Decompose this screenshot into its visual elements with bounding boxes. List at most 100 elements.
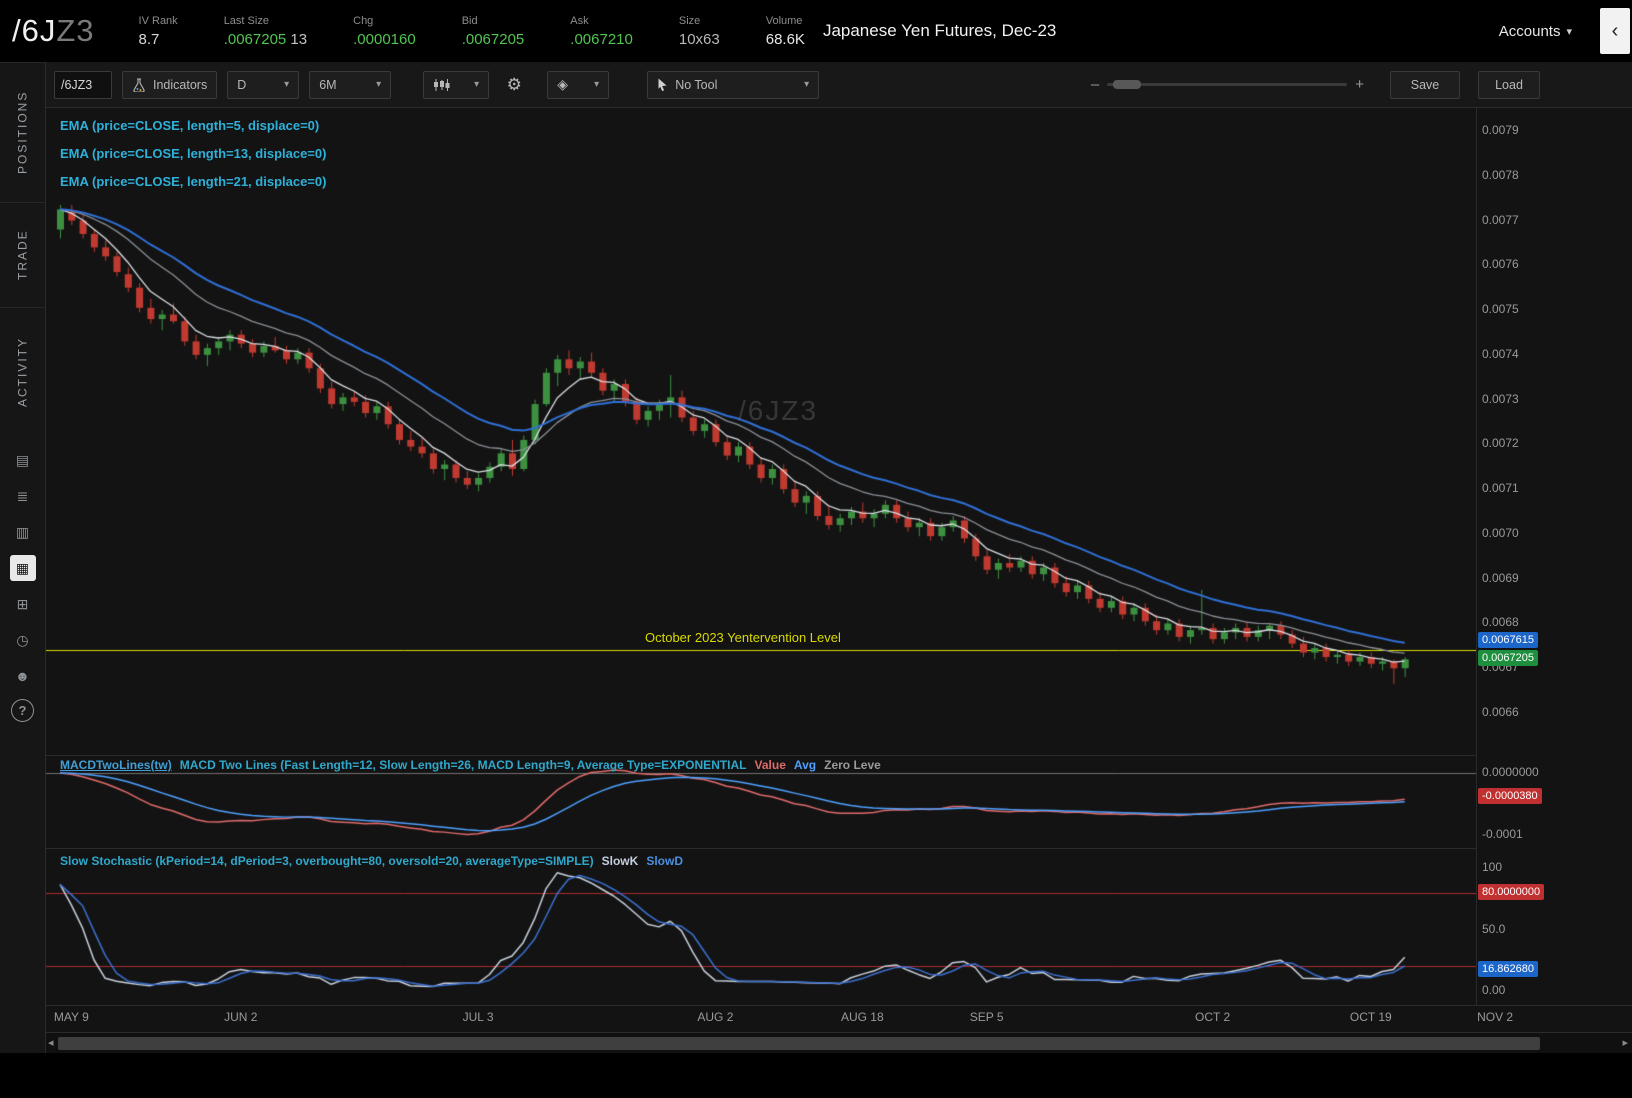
history-icon[interactable]: ◷: [16, 632, 29, 648]
stochastic-axis-label: 50.0: [1482, 921, 1506, 936]
symbol-title: /6JZ3: [12, 13, 95, 49]
time-axis-label: JUL 3: [462, 1010, 494, 1024]
level-line-label: October 2023 Yentervention Level: [645, 630, 841, 645]
axis-separator: [1476, 108, 1477, 1032]
order-entry-icon[interactable]: ▥: [15, 524, 30, 540]
activity-list-icon[interactable]: ≣: [16, 488, 29, 504]
zoom-out-button[interactable]: –: [1090, 76, 1100, 93]
price-axis-label: 0.0076: [1482, 257, 1519, 272]
price-axis-label: 0.0071: [1482, 481, 1519, 496]
stochastic-study-label: Slow Stochastic (kPeriod=14, dPeriod=3, …: [60, 854, 683, 868]
footer-spacer: [0, 1053, 1632, 1098]
macd-title: MACDTwoLines(tw): [60, 758, 172, 772]
ema-study-labels: EMA (price=CLOSE, length=5, displace=0) E…: [60, 112, 326, 196]
chevron-down-icon: ▾: [376, 79, 382, 90]
instrument-title: Japanese Yen Futures, Dec-23: [822, 21, 1057, 40]
time-axis: [46, 1005, 1632, 1032]
symbol-root: /6J: [12, 13, 57, 48]
time-axis-label: AUG 18: [840, 1010, 884, 1024]
chart-type-dropdown[interactable]: ▾: [423, 70, 490, 99]
load-button[interactable]: Load: [1478, 70, 1540, 99]
price-axis-label: 0.0078: [1482, 167, 1519, 182]
price-axis-column: [1477, 108, 1632, 1032]
header-stat-iv-rank: IV Rank 8.7: [138, 14, 178, 48]
compare-dropdown[interactable]: ◈ ▾: [547, 70, 610, 99]
sidebar-icon-rail: ▤ ≣ ▥ ▦ ⊞ ◷ ☻?: [0, 435, 45, 722]
stochastic-title: Slow Stochastic (kPeriod=14, dPeriod=3, …: [60, 854, 594, 868]
chevron-down-icon: ▾: [594, 79, 600, 90]
dashboard-icon[interactable]: ⊞: [16, 596, 29, 612]
help-icon[interactable]: ?: [11, 699, 34, 722]
chart-scrollbar[interactable]: ◂ ▸: [46, 1032, 1632, 1053]
chevron-down-icon: ▾: [804, 79, 810, 90]
people-icon[interactable]: ☻: [15, 668, 30, 684]
zoom-control: – +: [1091, 76, 1364, 93]
header-stat-volume: Volume 68.6K: [765, 14, 805, 48]
ema-label[interactable]: EMA (price=CLOSE, length=13, displace=0): [60, 146, 327, 161]
drawing-tool-dropdown[interactable]: No Tool ▾: [647, 70, 820, 99]
scroll-left-icon[interactable]: ◂: [48, 1037, 54, 1049]
scroll-right-icon[interactable]: ▸: [1622, 1037, 1628, 1049]
time-axis-label: MAY 9: [53, 1010, 89, 1024]
stochastic-axis-label: 100: [1482, 860, 1503, 874]
indicators-label: Indicators: [153, 77, 208, 92]
gear-icon: ⚙: [506, 74, 522, 94]
sidebar-tab-activity[interactable]: ACTIVITY: [0, 307, 45, 435]
chevron-down-icon: ▾: [1566, 25, 1572, 38]
symbol-input[interactable]: /6JZ3: [54, 70, 112, 99]
header-stat-ask: Ask .0067210: [570, 14, 633, 48]
macd-axis-label: -0.0001: [1482, 827, 1523, 841]
chevron-down-icon: ▾: [474, 79, 480, 90]
timeframe-dropdown[interactable]: D ▾: [227, 70, 300, 99]
left-sidebar: POSITIONS TRADE ACTIVITY ▤ ≣ ▥ ▦ ⊞ ◷ ☻?: [0, 62, 46, 1053]
zoom-slider-handle[interactable]: [1113, 80, 1142, 89]
scrollbar-handle[interactable]: [58, 1037, 1540, 1050]
collapse-panel-button[interactable]: ‹: [1600, 8, 1630, 54]
macd-description: MACD Two Lines (Fast Length=12, Slow Len…: [179, 758, 747, 772]
symbol-expiry: Z3: [56, 13, 95, 48]
stochastic-plot-label: SlowD: [646, 854, 683, 868]
stochastic-plot-label: SlowK: [601, 854, 639, 868]
stochastic-axis-marker: 80.0000000: [1478, 883, 1545, 900]
stochastic-axis-marker: 16.862680: [1478, 961, 1538, 978]
price-chart-canvas[interactable]: [46, 108, 1476, 755]
price-axis-label: 0.0077: [1482, 212, 1519, 227]
chevron-down-icon: ▾: [284, 79, 290, 90]
price-axis-label: 0.0073: [1482, 391, 1519, 406]
ema-label[interactable]: EMA (price=CLOSE, length=21, displace=0): [60, 174, 327, 189]
indicators-button[interactable]: Indicators: [122, 70, 218, 99]
macd-panel-canvas[interactable]: [46, 755, 1476, 848]
compare-icon: ◈: [557, 76, 568, 92]
save-button[interactable]: Save: [1390, 70, 1460, 99]
range-dropdown[interactable]: 6M ▾: [309, 70, 392, 99]
time-axis-label: NOV 2: [1477, 1010, 1514, 1024]
timeframe-value: D: [237, 77, 247, 92]
zoom-in-button[interactable]: +: [1355, 76, 1364, 93]
ema-label[interactable]: EMA (price=CLOSE, length=5, displace=0): [60, 118, 320, 133]
macd-axis-label: 0.0000000: [1482, 765, 1539, 779]
cursor-icon: [658, 78, 667, 91]
quote-header: /6JZ3 IV Rank 8.7 Last Size .0067205 13 Chg.…: [0, 0, 1632, 63]
price-axis-label: 0.0070: [1482, 525, 1519, 540]
accounts-label: Accounts: [1498, 22, 1561, 40]
macd-plot-label: Avg: [793, 758, 817, 772]
stochastic-panel-canvas[interactable]: [46, 848, 1476, 1005]
chart-icon[interactable]: ▦: [9, 555, 36, 581]
macd-study-label: MACDTwoLines(tw) MACD Two Lines (Fast Len…: [60, 758, 881, 772]
panel-separator: [46, 848, 1476, 849]
candlestick-icon: [434, 78, 450, 91]
symbol-watermark: /6JZ3: [738, 395, 819, 426]
news-icon[interactable]: ▤: [15, 452, 30, 468]
price-axis-marker: 0.0067205: [1478, 650, 1538, 667]
price-axis-label: 0.0074: [1482, 346, 1519, 361]
accounts-menu[interactable]: Accounts ▾: [1499, 23, 1572, 40]
range-value: 6M: [319, 77, 337, 92]
sidebar-tab-positions[interactable]: POSITIONS: [0, 62, 45, 202]
chart-settings-button[interactable]: ⚙: [499, 71, 529, 99]
zoom-slider[interactable]: [1107, 80, 1348, 89]
header-stat-last-size: Last Size .0067205 13: [223, 14, 308, 48]
tool-label: No Tool: [675, 77, 718, 92]
header-stat-chg: Chg .0000160: [353, 14, 416, 48]
sidebar-tab-trade[interactable]: TRADE: [0, 202, 45, 307]
